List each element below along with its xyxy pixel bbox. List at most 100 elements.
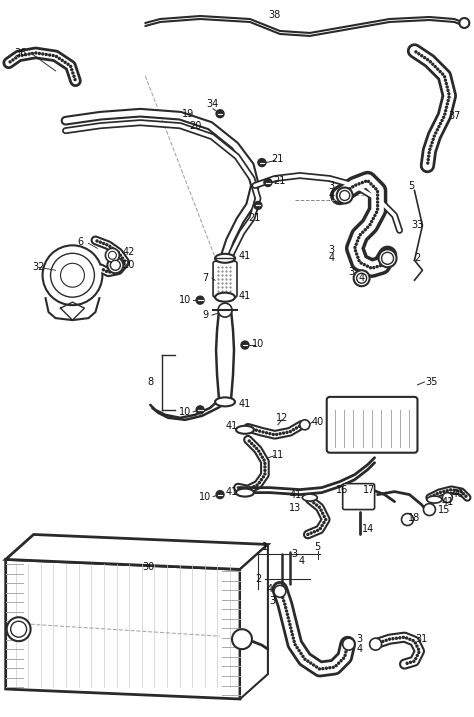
Circle shape (376, 191, 379, 193)
Text: 18: 18 (409, 513, 420, 523)
Circle shape (52, 54, 54, 57)
Circle shape (374, 214, 376, 217)
Circle shape (456, 490, 458, 492)
Circle shape (442, 493, 452, 503)
Circle shape (310, 662, 312, 664)
Text: 5: 5 (315, 543, 321, 552)
Circle shape (446, 86, 448, 88)
Circle shape (442, 73, 444, 75)
Text: 36: 36 (15, 48, 27, 58)
Circle shape (274, 585, 286, 597)
Circle shape (379, 250, 397, 267)
Circle shape (373, 186, 374, 187)
Circle shape (310, 500, 312, 502)
Circle shape (292, 429, 294, 431)
Circle shape (448, 96, 450, 98)
Circle shape (302, 655, 304, 657)
Circle shape (433, 135, 435, 137)
Circle shape (423, 503, 436, 516)
Circle shape (343, 191, 345, 194)
Text: 41: 41 (239, 399, 251, 409)
Circle shape (438, 125, 440, 128)
Text: 4: 4 (267, 584, 273, 594)
Circle shape (402, 637, 404, 638)
Circle shape (346, 644, 348, 646)
Text: 34: 34 (206, 99, 218, 109)
Circle shape (453, 489, 455, 491)
Circle shape (285, 607, 287, 609)
Circle shape (243, 488, 245, 490)
Circle shape (263, 476, 264, 478)
Circle shape (281, 593, 283, 595)
Text: 12: 12 (276, 413, 288, 423)
Circle shape (246, 488, 249, 490)
Circle shape (349, 188, 351, 190)
Circle shape (418, 648, 419, 650)
Text: 10: 10 (179, 407, 191, 417)
Circle shape (291, 630, 292, 632)
Text: 7: 7 (202, 273, 208, 283)
Circle shape (433, 494, 435, 496)
Text: 13: 13 (289, 503, 301, 513)
Circle shape (382, 252, 393, 265)
Circle shape (253, 485, 255, 488)
Circle shape (344, 655, 346, 656)
Circle shape (289, 430, 292, 432)
Circle shape (300, 652, 302, 655)
Circle shape (322, 668, 324, 670)
Circle shape (55, 55, 57, 57)
Circle shape (437, 68, 439, 70)
Circle shape (445, 110, 447, 112)
Circle shape (316, 666, 318, 668)
Polygon shape (6, 559, 240, 699)
Text: 8: 8 (147, 377, 153, 387)
Circle shape (337, 188, 353, 204)
Circle shape (31, 52, 34, 54)
Circle shape (415, 657, 417, 660)
Circle shape (71, 69, 73, 71)
Circle shape (286, 613, 288, 615)
Circle shape (28, 53, 30, 55)
Circle shape (346, 189, 348, 191)
Text: 4: 4 (328, 253, 335, 263)
Text: 21: 21 (272, 153, 284, 163)
Circle shape (118, 252, 119, 253)
Circle shape (280, 590, 282, 592)
Circle shape (25, 54, 27, 56)
Circle shape (343, 657, 345, 659)
Circle shape (406, 637, 408, 639)
Circle shape (251, 442, 253, 445)
Text: 20: 20 (122, 260, 135, 270)
Circle shape (307, 533, 309, 536)
Text: 42: 42 (122, 247, 135, 257)
FancyBboxPatch shape (343, 484, 374, 510)
Circle shape (35, 52, 37, 54)
Text: 9: 9 (202, 310, 208, 320)
Circle shape (373, 267, 375, 269)
Circle shape (446, 82, 447, 85)
Text: 32: 32 (32, 262, 45, 272)
Circle shape (319, 506, 320, 508)
Polygon shape (240, 544, 268, 699)
Circle shape (255, 429, 257, 431)
Circle shape (241, 341, 249, 349)
Circle shape (447, 90, 449, 91)
Circle shape (432, 63, 434, 65)
Circle shape (265, 432, 267, 434)
Circle shape (421, 54, 423, 57)
Circle shape (64, 61, 66, 63)
Text: 35: 35 (425, 377, 438, 387)
Circle shape (385, 640, 387, 641)
Circle shape (123, 262, 125, 265)
Circle shape (418, 651, 420, 653)
Circle shape (320, 509, 322, 511)
Text: 3: 3 (348, 267, 355, 277)
Circle shape (366, 265, 368, 267)
Circle shape (102, 269, 104, 271)
Text: 3: 3 (269, 597, 275, 607)
Circle shape (448, 92, 450, 95)
Circle shape (67, 63, 69, 65)
Circle shape (362, 231, 364, 233)
Circle shape (258, 158, 266, 166)
Circle shape (112, 247, 114, 250)
